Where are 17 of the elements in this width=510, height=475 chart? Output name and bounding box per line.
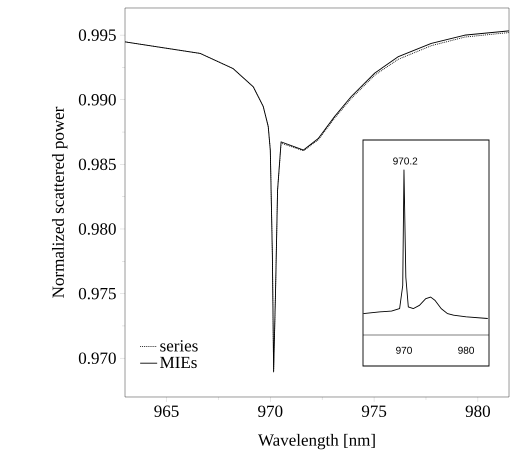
x-tick-label: 970 [396, 346, 412, 354]
x-axis-title: Wavelength [nm] [258, 434, 375, 450]
legend-label: series [160, 340, 198, 352]
annotation: 970.2 [393, 157, 418, 165]
x-tick-label: 980 [466, 406, 490, 417]
y-axis-title: Normalized scattered power [52, 106, 68, 298]
x-tick-label: 965 [154, 406, 179, 417]
y-tick-label: 0.985 [78, 158, 116, 170]
y-tick-label: 0.995 [78, 29, 116, 41]
x-tick-label: 975 [362, 406, 386, 417]
legend-label: MIEs [160, 356, 197, 368]
y-tick-label: 0.975 [78, 288, 116, 300]
x-tick-label: 980 [458, 346, 474, 354]
y-tick-label: 0.980 [78, 223, 116, 235]
y-tick-label: 0.970 [78, 352, 116, 364]
y-tick-label: 0.990 [78, 94, 116, 106]
x-tick-label: 970 [258, 406, 282, 417]
